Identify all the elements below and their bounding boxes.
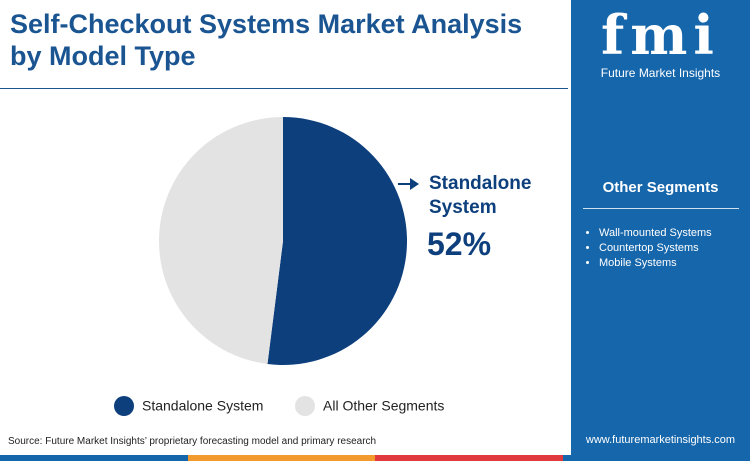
callout-label: Standalone System [429, 173, 532, 218]
value-label: 52% [427, 226, 492, 262]
chart: Standalone System All Other Segments [114, 117, 444, 416]
sidebar-list: Wall-mounted SystemsCountertop SystemsMo… [581, 226, 712, 271]
title-rule [0, 88, 568, 89]
bottom-stripe [0, 455, 750, 461]
sidebar-title: Other Segments [602, 179, 719, 196]
legend-swatch [114, 396, 134, 416]
sidebar-item: Mobile Systems [599, 256, 712, 271]
sidebar: fmi Future Market Insights Other Segment… [571, 0, 750, 455]
callout-arrow [398, 178, 419, 190]
source-note: Source: Future Market Insights’ propriet… [8, 436, 377, 447]
sidebar-item: Wall-mounted Systems [599, 226, 712, 241]
legend-swatch [295, 396, 315, 416]
website: www.futuremarketinsights.com [585, 434, 736, 446]
pie-slice [159, 117, 283, 365]
legend-label: All Other Segments [323, 398, 444, 414]
sidebar-rule [583, 208, 739, 209]
chart-title: Self-Checkout Systems Market Analysis by… [10, 9, 523, 71]
logo-mark: fmi [601, 3, 720, 67]
logo-name: Future Market Insights [600, 66, 721, 80]
legend-label: Standalone System [142, 398, 263, 414]
sidebar-item: Countertop Systems [599, 241, 712, 256]
pie-slice [267, 117, 408, 366]
